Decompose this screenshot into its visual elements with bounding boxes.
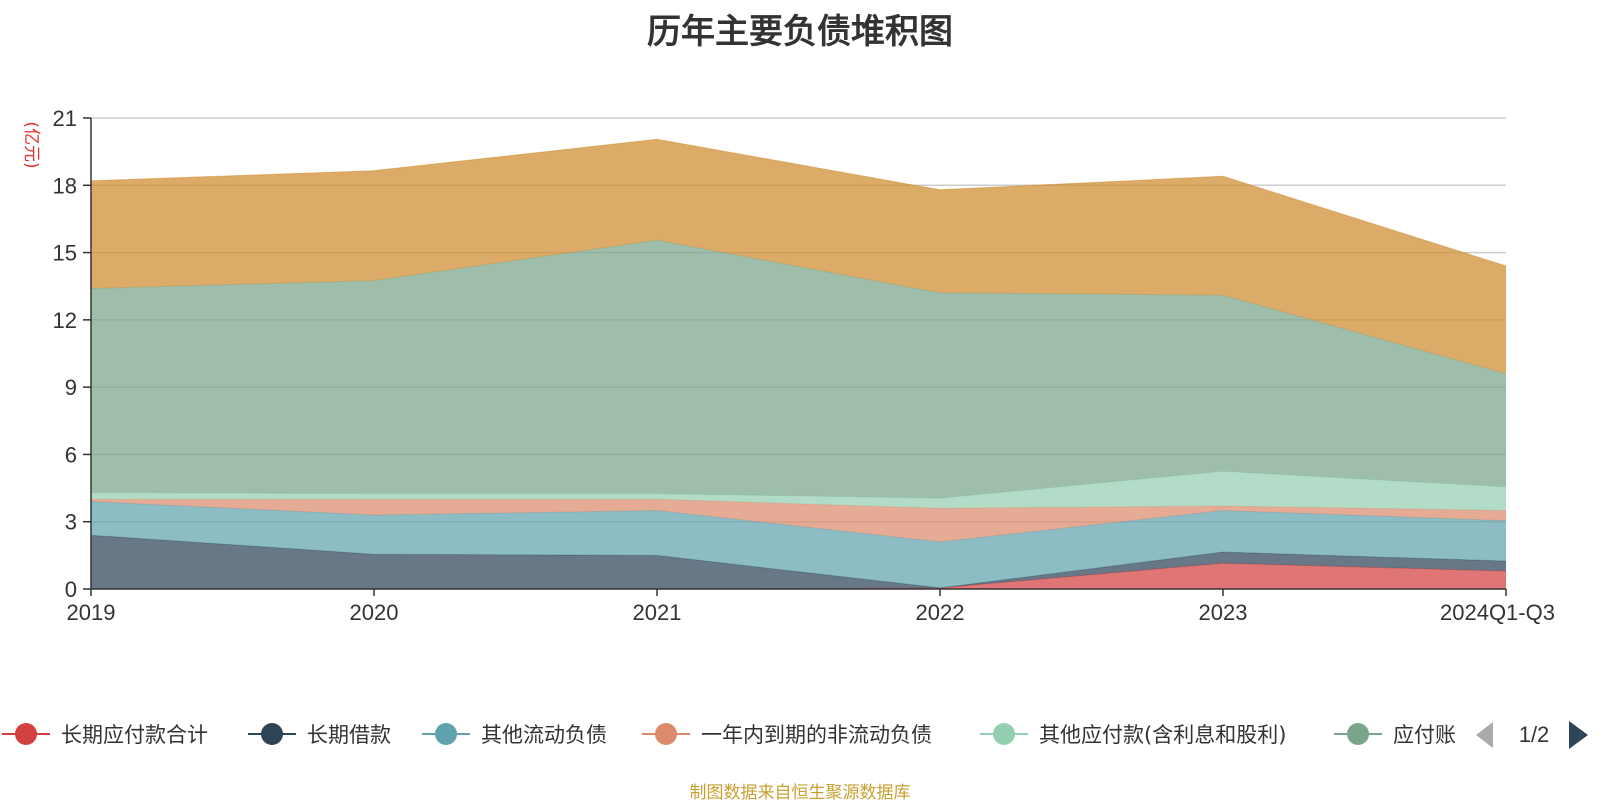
- area-series-4: [91, 471, 1506, 511]
- area-series-2: [91, 501, 1506, 588]
- legend-item: 长期应付款合计: [2, 723, 208, 747]
- legend-marker: [261, 723, 283, 745]
- legend-marker: [1347, 723, 1369, 745]
- area-edge-6: [90, 138, 1507, 267]
- source-note: 制图数据来自恒生聚源数据库: [689, 783, 911, 803]
- legend-marker: [15, 723, 37, 745]
- y-unit-label: (亿元): [21, 121, 41, 168]
- legend-item: 一年内到期的非流动负债: [642, 723, 932, 747]
- area-series-3: [91, 499, 1506, 542]
- legend-label: 其他流动负债: [481, 723, 607, 747]
- x-tick-label: 2022: [916, 600, 965, 625]
- area-series-5: [91, 240, 1506, 499]
- legend-page-indicator: 1/2: [1519, 722, 1550, 747]
- legend-item: 长期借款: [248, 723, 391, 747]
- y-tick-label: 3: [65, 510, 77, 535]
- legend-prev-icon[interactable]: [1476, 722, 1493, 748]
- area-series: [90, 138, 1507, 590]
- area-series-6: [91, 139, 1506, 374]
- legend-next-icon[interactable]: [1569, 721, 1588, 749]
- legend-marker: [435, 723, 457, 745]
- x-tick-label: 2024Q1-Q3: [1440, 600, 1555, 625]
- legend: 长期应付款合计 长期借款 其他流动负债 一年内到期的非流动负债 其他应付款(含利息和股利…: [2, 721, 1588, 749]
- legend-item: 应付账: [1334, 723, 1456, 747]
- legend-label: 长期应付款合计: [61, 723, 208, 747]
- y-tick-label: 18: [53, 173, 77, 198]
- legend-marker: [993, 723, 1015, 745]
- legend-label: 长期借款: [307, 723, 391, 747]
- y-tick-label: 15: [53, 241, 77, 266]
- legend-label: 一年内到期的非流动负债: [701, 723, 932, 747]
- y-tick-label: 6: [65, 442, 77, 467]
- x-tick-label: 2020: [350, 600, 399, 625]
- area-series-1: [91, 535, 1506, 589]
- axes: 0 3 6 9 12 15 18 21 2019 2020 2021 2022 2023 2024Q1-Q…: [53, 106, 1555, 625]
- y-tick-label: 9: [65, 375, 77, 400]
- legend-marker: [655, 723, 677, 745]
- x-tick-label: 2019: [67, 600, 116, 625]
- y-tick-label: 21: [53, 106, 77, 131]
- y-tick-label: 0: [65, 577, 77, 602]
- x-tick-label: 2023: [1199, 600, 1248, 625]
- chart-title: 历年主要负债堆积图: [647, 12, 953, 52]
- legend-item: 其他流动负债: [422, 723, 607, 747]
- legend-label: 其他应付款(含利息和股利): [1039, 723, 1286, 747]
- x-tick-label: 2021: [633, 600, 682, 625]
- legend-label: 应付账: [1393, 723, 1456, 747]
- legend-item: 其他应付款(含利息和股利): [980, 723, 1286, 747]
- y-tick-label: 12: [53, 308, 77, 333]
